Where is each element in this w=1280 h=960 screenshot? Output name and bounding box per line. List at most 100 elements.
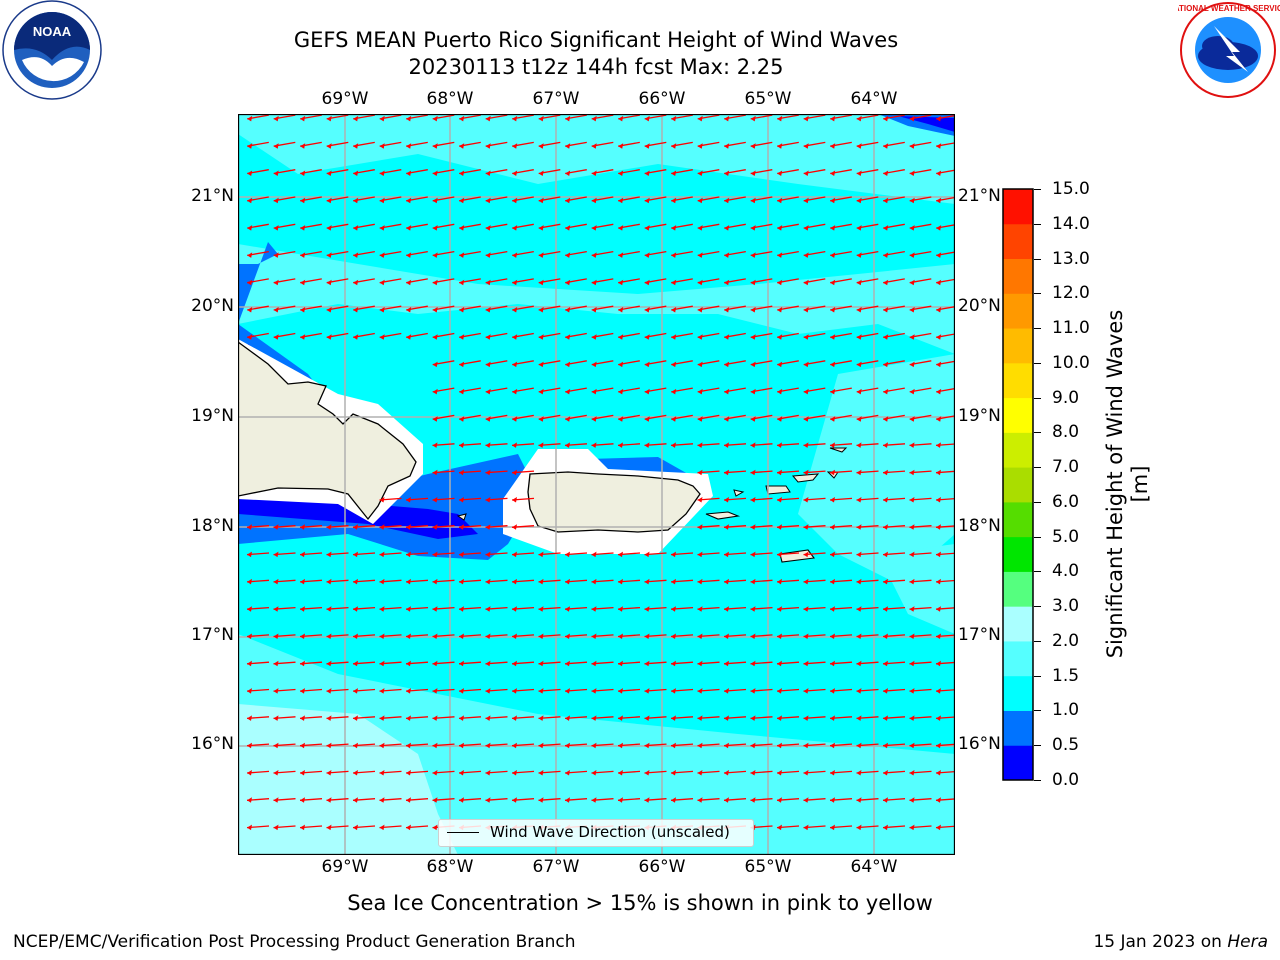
colorbar-tick-label: 15.0 bbox=[1052, 179, 1090, 199]
wave-arrow-head bbox=[247, 633, 252, 639]
wave-arrow-head bbox=[406, 252, 412, 258]
wave-arrow-head bbox=[300, 797, 305, 803]
wave-arrow-head bbox=[512, 170, 518, 176]
wave-arrow-head bbox=[432, 252, 438, 258]
wave-arrow-head bbox=[697, 361, 703, 368]
wave-arrow-head bbox=[300, 742, 305, 749]
lon-label-top: 65°W bbox=[744, 89, 792, 109]
ocean-shade-light bbox=[238, 114, 955, 204]
wave-arrow-head bbox=[936, 715, 941, 721]
wave-arrow-head bbox=[777, 307, 783, 313]
wave-arrow-head bbox=[565, 770, 570, 776]
wave-arrow-head bbox=[777, 279, 783, 286]
wave-arrow-head bbox=[485, 143, 491, 149]
wave-arrow-head bbox=[618, 742, 623, 749]
wave-arrow-head bbox=[697, 524, 703, 530]
wave-arrow-head bbox=[485, 742, 491, 749]
wave-arrow-head bbox=[750, 551, 756, 558]
wave-arrow-head bbox=[830, 334, 836, 340]
wave-arrow-head bbox=[883, 633, 888, 639]
wave-arrow-head bbox=[856, 797, 862, 803]
wave-arrow-head bbox=[538, 361, 544, 368]
wave-arrow-head bbox=[273, 334, 279, 340]
wave-arrow-head bbox=[671, 143, 677, 149]
wave-arrow-head bbox=[591, 170, 597, 176]
wave-arrow-head bbox=[883, 824, 888, 831]
wave-arrow-head bbox=[379, 252, 385, 258]
wave-arrow-head bbox=[300, 279, 306, 286]
wave-arrow-head bbox=[671, 361, 677, 368]
wave-arrow-head bbox=[724, 252, 730, 258]
wave-arrow-head bbox=[671, 688, 676, 694]
nws-logo-text: NATIONAL WEATHER SERVICE bbox=[1178, 4, 1280, 13]
colorbar-tick-label: 2.0 bbox=[1052, 630, 1080, 651]
land-st-croix bbox=[779, 549, 816, 563]
wave-arrow-head bbox=[883, 551, 888, 558]
wave-arrow-head bbox=[273, 578, 279, 585]
wave-arrow-head bbox=[326, 225, 332, 231]
wave-arrow-head bbox=[856, 606, 862, 612]
wave-arrow-head bbox=[300, 606, 305, 612]
wave-arrow-head bbox=[750, 770, 756, 776]
wave-arrow-head bbox=[724, 416, 730, 422]
wave-arrow-head bbox=[565, 361, 571, 368]
wave-arrow-head bbox=[565, 334, 571, 340]
wave-arrow-head bbox=[644, 742, 650, 749]
wave-arrow-head bbox=[671, 770, 676, 776]
wave-arrow-head bbox=[936, 770, 941, 776]
wave-arrow-head bbox=[618, 279, 624, 286]
wave-arrow-head bbox=[485, 797, 491, 803]
wave-arrow-head bbox=[724, 197, 730, 204]
map-legend: Wind Wave Direction (unscaled) bbox=[438, 819, 754, 847]
wave-arrow-head bbox=[273, 115, 279, 122]
wave-arrow-head bbox=[909, 143, 915, 149]
wave-arrow-head bbox=[856, 469, 862, 476]
wave-arrow-head bbox=[909, 770, 915, 776]
wave-arrow-head bbox=[273, 797, 279, 803]
wave-arrow-head bbox=[300, 115, 306, 122]
wave-arrow-head bbox=[883, 279, 889, 286]
colorbar-tick-label: 3.0 bbox=[1052, 596, 1080, 617]
wave-arrow-head bbox=[803, 416, 809, 422]
wave-arrow-head bbox=[432, 633, 438, 639]
wave-arrow-head bbox=[856, 715, 862, 721]
wave-arrow-head bbox=[565, 551, 570, 558]
wave-arrow-head bbox=[538, 115, 544, 122]
wave-arrow-head bbox=[936, 279, 942, 286]
wave-arrow-head bbox=[724, 578, 729, 585]
wave-arrow-head bbox=[326, 578, 332, 585]
wave-arrow-head bbox=[591, 551, 597, 558]
map-subtitle: 20230113 t12z 144h fcst Max: 2.25 bbox=[408, 55, 784, 79]
wave-arrow-head bbox=[777, 715, 782, 721]
wave-arrow-head bbox=[803, 143, 809, 149]
wave-arrow-head bbox=[379, 170, 385, 176]
wave-arrow-head bbox=[777, 633, 782, 639]
colorbar-tick-label: 9.0 bbox=[1052, 387, 1080, 408]
wave-arrow-head bbox=[777, 606, 782, 612]
wave-arrow-head bbox=[697, 606, 703, 612]
wave-arrow-head bbox=[512, 606, 517, 612]
wave-arrow-head bbox=[724, 361, 730, 368]
colorbar-segment bbox=[1003, 536, 1033, 572]
wave-arrow-head bbox=[618, 225, 624, 231]
colorbar-segment bbox=[1003, 745, 1033, 781]
colorbar-segment bbox=[1003, 258, 1033, 294]
wave-arrow-head bbox=[750, 578, 756, 585]
wave-arrow-head bbox=[432, 497, 438, 503]
wave-arrow-head bbox=[909, 551, 915, 558]
wave-arrow-head bbox=[459, 469, 464, 476]
wave-arrow-head bbox=[671, 307, 677, 313]
ocean-shade-light bbox=[238, 244, 955, 354]
wave-arrow-head bbox=[300, 715, 305, 721]
wave-arrow-head bbox=[909, 524, 915, 530]
wave-arrow-head bbox=[353, 551, 358, 558]
wave-arrow-head bbox=[883, 197, 889, 204]
colorbar-tick bbox=[1034, 432, 1041, 434]
wave-arrow-head bbox=[353, 279, 359, 286]
wave-arrow-head bbox=[379, 197, 385, 204]
wave-arrow-head bbox=[300, 688, 305, 694]
wave-arrow-head bbox=[273, 606, 279, 612]
wave-arrow-head bbox=[591, 334, 597, 340]
wave-arrow-head bbox=[565, 225, 571, 231]
lon-label-top: 68°W bbox=[426, 89, 474, 109]
